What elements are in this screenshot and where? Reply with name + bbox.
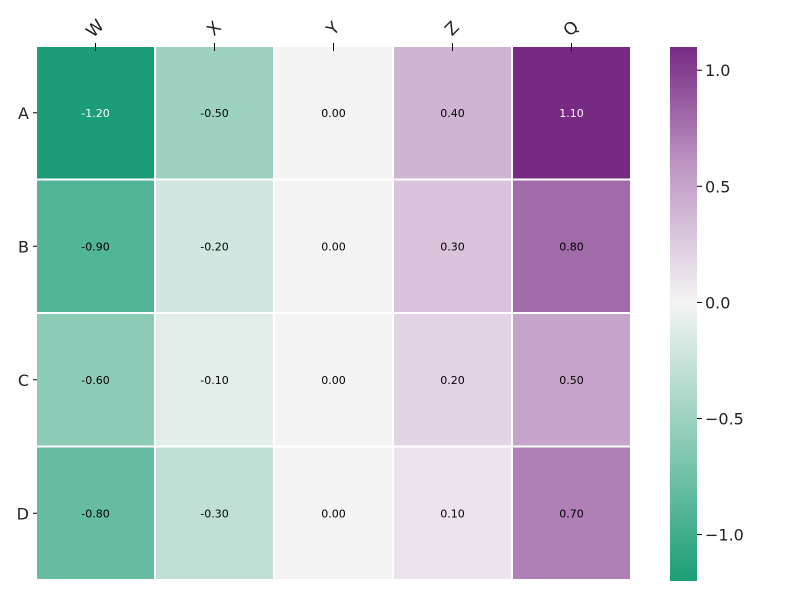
x-tick-label: Q: [560, 17, 584, 41]
heatmap-cell: [513, 314, 630, 446]
heatmap-cell: [37, 180, 154, 312]
cell-value-label: 0.00: [321, 374, 346, 387]
cell-value-label: -0.80: [81, 507, 109, 520]
colorbar-tick-label: −0.5: [705, 409, 744, 428]
colorbar-ticks: 1.0 0.5 0.0 −0.5 −1.0: [697, 61, 744, 545]
heatmap-cell: [37, 314, 154, 446]
y-axis: A B C D: [17, 104, 37, 523]
colorbar: 1.0 0.5 0.0 −0.5 −1.0: [670, 47, 744, 581]
x-tick-label: W: [82, 16, 108, 42]
heatmap-cell: [275, 47, 392, 179]
cell-value-label: 1.10: [559, 107, 584, 120]
heatmap-cell: [156, 314, 273, 446]
cell-value-label: 0.70: [559, 507, 584, 520]
colorbar-tick-label: 0.0: [705, 293, 730, 312]
heatmap-cell: [394, 180, 511, 312]
cell-value-label: 0.20: [440, 374, 465, 387]
colorbar-gradient: [670, 47, 697, 581]
cell-value-label: 0.00: [321, 507, 346, 520]
cell-value-label: 0.80: [559, 240, 584, 253]
cell-value-label: -1.20: [81, 107, 109, 120]
cell-value-label: 0.40: [440, 107, 465, 120]
heatmap-cell: [394, 314, 511, 446]
cell-value-label: 0.30: [440, 240, 465, 253]
heatmap-cell: [275, 447, 392, 579]
heatmap-annotations: -1.20 -0.50 0.00 0.40 1.10 -0.90 -0.20 0.00 0.30…: [81, 107, 583, 521]
heatmap-cell: [394, 447, 511, 579]
cell-value-label: -0.10: [200, 374, 228, 387]
y-tick-label: C: [18, 371, 29, 390]
cell-value-label: -0.90: [81, 240, 109, 253]
x-tick-label: X: [203, 18, 226, 41]
colorbar-tick-label: 1.0: [705, 61, 730, 80]
cell-value-label: 0.50: [559, 374, 584, 387]
heatmap-cell: [513, 180, 630, 312]
heatmap-cell: [513, 47, 630, 179]
cell-value-label: -0.30: [200, 507, 228, 520]
heatmap-cell: [513, 447, 630, 579]
y-tick-label: D: [17, 504, 29, 523]
heatmap-cell: [275, 180, 392, 312]
heatmap-cell: [394, 47, 511, 179]
heatmap-cell: [275, 314, 392, 446]
cell-value-label: -0.60: [81, 374, 109, 387]
x-tick-label: Y: [322, 18, 345, 41]
y-tick-label: B: [18, 237, 29, 256]
colorbar-tick-label: −1.0: [705, 526, 744, 545]
cell-value-label: 0.00: [321, 107, 346, 120]
heatmap-cells: [37, 47, 630, 579]
heatmap-cell: [156, 447, 273, 579]
x-tick-label: Z: [441, 18, 463, 40]
cell-value-label: 0.00: [321, 240, 346, 253]
heatmap-cell: [37, 447, 154, 579]
heatmap-cell: [156, 180, 273, 312]
y-tick-label: A: [18, 104, 29, 123]
cell-value-label: -0.50: [200, 107, 228, 120]
heatmap-cell: [156, 47, 273, 179]
colorbar-tick-label: 0.5: [705, 177, 730, 196]
cell-value-label: 0.10: [440, 507, 465, 520]
heatmap-cell: [37, 47, 154, 179]
cell-value-label: -0.20: [200, 240, 228, 253]
